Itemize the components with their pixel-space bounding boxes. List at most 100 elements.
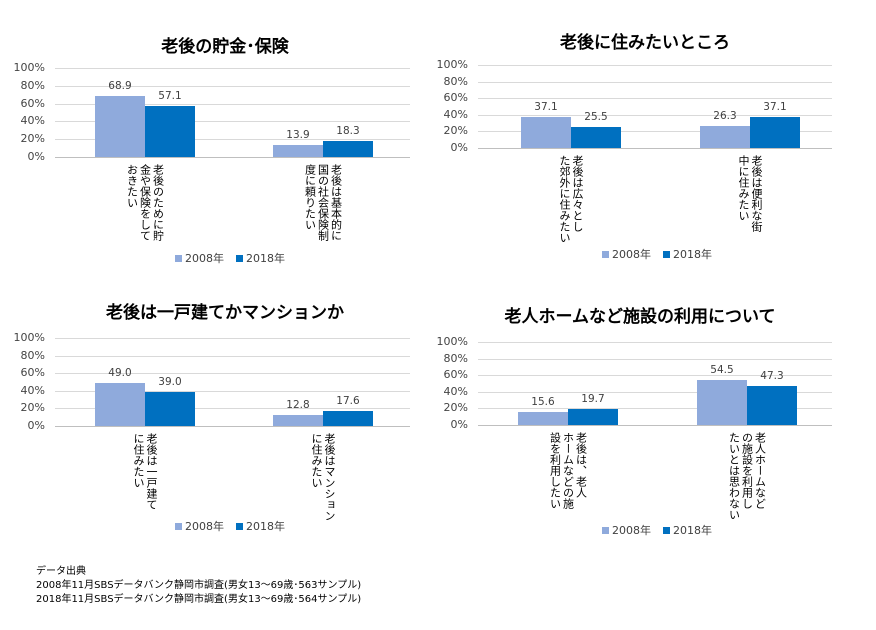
y-tick-label: 20% — [20, 401, 45, 415]
bar — [95, 382, 145, 426]
bar — [521, 117, 571, 148]
x-axis-line — [478, 425, 832, 426]
category-label: 老後は便利な街 中に住みたい — [737, 155, 763, 232]
source-heading: データ出典 — [36, 566, 86, 577]
category-label: 老後のために貯 金や保険をして おきたい — [126, 164, 165, 241]
legend-label: 2018年 — [673, 524, 712, 537]
data-label: 37.1 — [534, 101, 558, 114]
y-tick-label: 0% — [450, 418, 468, 431]
y-tick-label: 60% — [20, 366, 45, 380]
category-label-line: 老後は便利な街 — [750, 155, 763, 232]
y-tick-label: 60% — [443, 91, 468, 105]
data-label: 25.5 — [584, 110, 608, 123]
source-line: 2018年11月SBSデータバンク静岡市調査(男女13～69歳･564サンプル) — [36, 594, 362, 605]
bar — [323, 410, 373, 426]
category-label: 老後は、老人 ホームなどの施 設を利用したい — [549, 432, 588, 509]
y-tick-label: 80% — [20, 78, 45, 92]
category-label-line: 度に頼りたい — [303, 164, 317, 230]
y-tick-label: 80% — [443, 351, 468, 365]
chart-title: 老後は一戸建てかマンションか — [106, 303, 344, 323]
x-axis-line — [478, 148, 832, 149]
category-label-line: 老後はマンション — [323, 433, 336, 521]
gridline — [478, 391, 832, 393]
legend-item: 2008年 — [175, 518, 224, 534]
gridline — [55, 68, 410, 69]
gridline — [478, 342, 832, 343]
data-label: 26.3 — [713, 110, 737, 123]
y-tick-label: 20% — [20, 132, 45, 146]
category-label: 老後は基本的に 国の社会保険制 度に頼りたい — [304, 164, 343, 241]
data-label: 39.0 — [158, 375, 182, 388]
legend: 2008年 2018年 — [175, 250, 285, 266]
legend: 2008年 2018年 — [602, 246, 712, 262]
legend-swatch — [663, 527, 670, 534]
bar — [518, 412, 568, 425]
gridline — [478, 81, 832, 83]
y-tick-label: 40% — [20, 114, 45, 128]
category-label-line: 老後は、老人 — [574, 432, 588, 498]
chart-title: 老人ホームなど施設の利用について — [504, 307, 776, 327]
bar — [95, 95, 145, 157]
legend-label: 2008年 — [612, 248, 651, 261]
gridline — [478, 114, 832, 116]
category-label-line: 老後のために貯 — [151, 164, 165, 241]
data-label: 54.5 — [710, 363, 734, 376]
bar — [273, 414, 323, 426]
legend: 2008年 2018年 — [175, 518, 285, 534]
category-label: 老人ホームなど の施設を利用し たいとは思わない — [728, 432, 767, 520]
category-label-line: 国の社会保険制 — [316, 164, 330, 241]
y-tick-label: 0% — [27, 419, 45, 432]
bar — [568, 408, 618, 425]
legend-item: 2018年 — [236, 250, 285, 266]
source-note: データ出典 2008年11月SBSデータバンク静岡市調査(男女13～69歳･56… — [36, 565, 361, 607]
gridline — [478, 358, 832, 360]
bar — [323, 140, 373, 157]
gridline — [478, 131, 832, 133]
category-label: 老後は一戸建て に住みたい — [132, 433, 158, 510]
category-label-line: ホームなどの施 — [561, 432, 575, 509]
data-label: 37.1 — [763, 101, 787, 114]
legend-swatch — [236, 255, 243, 262]
category-label-line: おきたい — [125, 164, 139, 208]
y-tick-label: 40% — [20, 383, 45, 397]
bar — [273, 144, 323, 157]
y-tick-label: 40% — [443, 107, 468, 121]
data-label: 12.8 — [286, 398, 310, 411]
gridline — [55, 121, 410, 123]
data-label: 15.6 — [531, 396, 555, 409]
gridline — [478, 375, 832, 377]
gridline — [478, 65, 832, 66]
bar — [700, 126, 750, 148]
x-axis-line — [55, 157, 410, 158]
gridline — [55, 355, 410, 357]
bar — [145, 106, 195, 157]
y-tick-label: 60% — [443, 368, 468, 382]
y-tick-label: 80% — [20, 348, 45, 362]
legend-swatch — [663, 251, 670, 258]
bar — [747, 385, 797, 425]
gridline — [55, 139, 410, 141]
category-label: 老後はマンション に住みたい — [310, 433, 336, 521]
y-tick-label: 40% — [443, 384, 468, 398]
data-label: 19.7 — [581, 392, 605, 405]
legend-swatch — [175, 523, 182, 530]
category-label-line: に住みたい — [310, 433, 323, 488]
legend-swatch — [175, 255, 182, 262]
legend-label: 2018年 — [246, 520, 285, 533]
y-tick-label: 100% — [13, 331, 45, 344]
category-label-line: 老後は一戸建て — [145, 433, 158, 510]
category-label-line: に住みたい — [132, 433, 145, 488]
source-line: 2008年11月SBSデータバンク静岡市調査(男女13～69歳･563サンプル) — [36, 580, 362, 591]
legend-swatch — [602, 527, 609, 534]
y-tick-label: 20% — [443, 401, 468, 415]
gridline — [478, 98, 832, 100]
gridline — [55, 373, 410, 375]
y-tick-label: 0% — [27, 150, 45, 163]
bar — [145, 391, 195, 426]
data-label: 47.3 — [760, 369, 784, 382]
category-label-line: の施設を利用し — [740, 432, 754, 509]
y-tick-label: 100% — [13, 61, 45, 74]
y-tick-label: 0% — [450, 141, 468, 154]
legend-item: 2008年 — [175, 250, 224, 266]
